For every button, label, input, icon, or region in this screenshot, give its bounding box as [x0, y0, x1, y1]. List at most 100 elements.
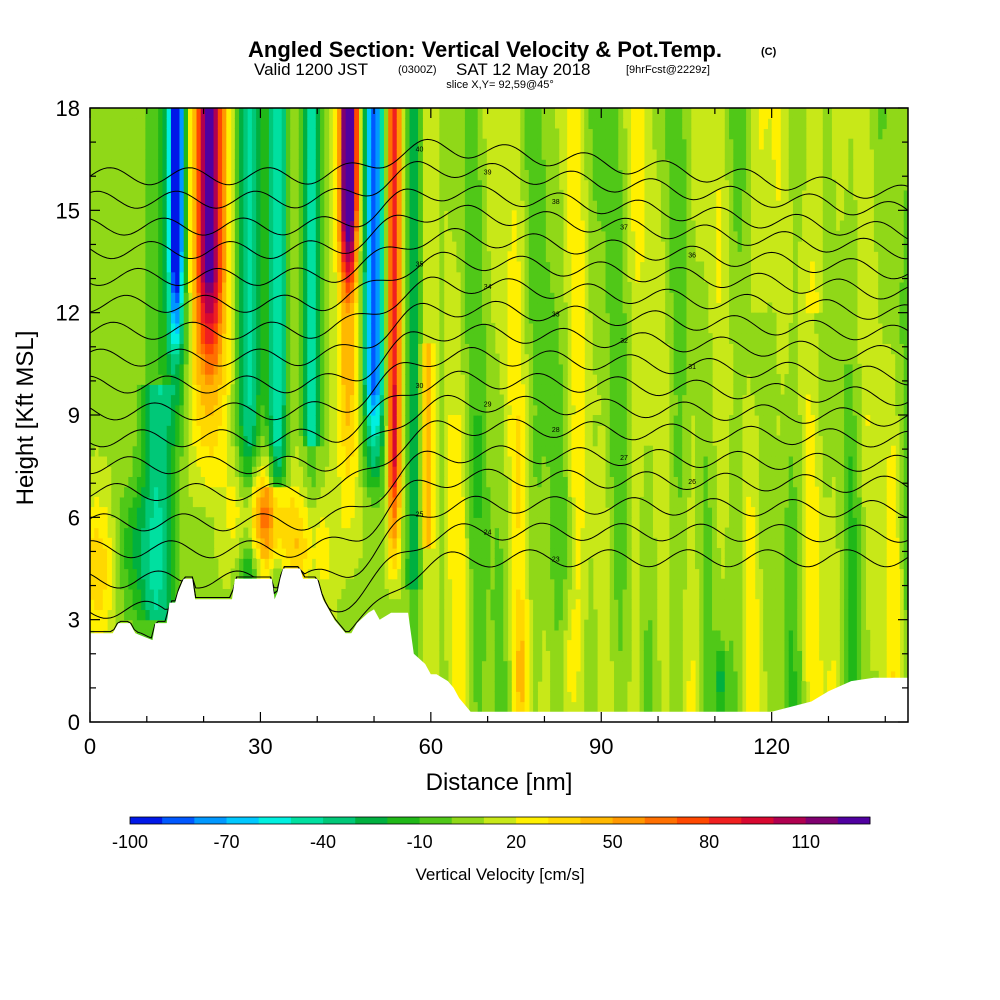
velocity-cell: [94, 302, 100, 314]
velocity-cell: [132, 108, 138, 119]
velocity-cell: [141, 374, 146, 385]
velocity-cell: [371, 588, 377, 600]
velocity-cell: [375, 343, 381, 355]
velocity-cell: [320, 169, 325, 181]
velocity-cell: [128, 343, 134, 355]
velocity-cell: [396, 271, 402, 283]
velocity-cell: [230, 527, 236, 539]
velocity-cell: [469, 568, 475, 580]
velocity-cell: [251, 241, 257, 252]
velocity-cell: [358, 322, 364, 334]
velocity-cell: [413, 588, 419, 600]
valid-date: SAT 12 May 2018: [456, 60, 591, 79]
velocity-cell: [422, 363, 428, 375]
velocity-cell: [388, 322, 394, 334]
velocity-cell: [499, 435, 504, 447]
velocity-cell: [311, 261, 317, 273]
velocity-cell: [371, 210, 377, 222]
velocity-cell: [358, 384, 364, 396]
velocity-cell: [119, 415, 125, 426]
velocity-cell: [324, 558, 330, 570]
velocity-cell: [192, 179, 198, 191]
velocity-cell: [175, 445, 181, 457]
velocity-cell: [290, 159, 296, 170]
velocity-cell: [115, 230, 121, 242]
velocity-cell: [392, 118, 398, 130]
velocity-cell: [273, 394, 279, 406]
velocity-cell: [243, 445, 249, 457]
velocity-cell: [192, 312, 198, 324]
velocity-cell: [196, 507, 202, 518]
velocity-cell: [324, 527, 330, 539]
velocity-cell: [362, 578, 368, 590]
velocity-cell: [183, 384, 189, 396]
velocity-cell: [375, 558, 381, 570]
velocity-cell: [418, 486, 423, 498]
velocity-cell: [196, 302, 202, 314]
velocity-cell: [452, 629, 457, 641]
velocity-cell: [196, 179, 202, 191]
velocity-cell: [209, 445, 215, 457]
velocity-cell: [324, 404, 330, 416]
velocity-cell: [315, 302, 321, 314]
velocity-cell: [439, 241, 445, 252]
velocity-cell: [315, 322, 321, 334]
velocity-cell: [354, 302, 360, 314]
velocity-cell: [94, 537, 100, 549]
velocity-cell: [136, 466, 142, 477]
velocity-cell: [401, 568, 406, 580]
velocity-cell: [507, 670, 513, 682]
velocity-cell: [418, 189, 423, 201]
velocity-cell: [128, 302, 134, 314]
velocity-cell: [196, 118, 202, 130]
velocity-cell: [260, 558, 266, 570]
velocity-cell: [98, 425, 104, 437]
velocity-cell: [94, 189, 100, 201]
velocity-cell: [379, 169, 385, 181]
velocity-cell: [170, 138, 176, 150]
velocity-cell: [379, 159, 385, 170]
velocity-cell: [473, 333, 479, 344]
velocity-cell: [405, 466, 411, 477]
velocity-cell: [162, 394, 168, 406]
velocity-cell: [273, 404, 279, 416]
velocity-cell: [388, 394, 394, 406]
velocity-cell: [90, 343, 95, 355]
velocity-cell: [90, 210, 95, 222]
velocity-cell: [260, 261, 266, 273]
velocity-cell: [371, 333, 377, 344]
velocity-cell: [477, 333, 483, 344]
velocity-cell: [226, 363, 232, 375]
velocity-cell: [141, 179, 146, 191]
velocity-cell: [354, 609, 360, 621]
velocity-cell: [268, 517, 274, 529]
velocity-cell: [490, 650, 496, 662]
velocity-cell: [464, 261, 470, 273]
velocity-cell: [251, 312, 257, 324]
velocity-cell: [264, 374, 270, 385]
velocity-cell: [243, 537, 249, 549]
velocity-cell: [337, 230, 342, 242]
velocity-cell: [418, 118, 423, 130]
velocity-cell: [128, 210, 134, 222]
velocity-cell: [175, 210, 181, 222]
velocity-cell: [128, 108, 134, 119]
velocity-cell: [481, 374, 487, 385]
velocity-cell: [205, 179, 210, 191]
velocity-cell: [162, 343, 168, 355]
velocity-cell: [362, 189, 368, 201]
velocity-cell: [307, 394, 313, 406]
velocity-cell: [98, 220, 104, 232]
velocity-cell: [379, 251, 385, 263]
velocity-cell: [141, 281, 146, 293]
velocity-cell: [94, 507, 100, 518]
velocity-cell: [409, 619, 415, 631]
velocity-cell: [405, 548, 411, 559]
velocity-cell: [388, 445, 394, 457]
velocity-cell: [149, 220, 155, 232]
velocity-cell: [149, 609, 155, 621]
velocity-cell: [294, 435, 300, 447]
velocity-cell: [132, 128, 138, 140]
velocity-cell: [486, 578, 492, 590]
velocity-cell: [239, 302, 244, 314]
